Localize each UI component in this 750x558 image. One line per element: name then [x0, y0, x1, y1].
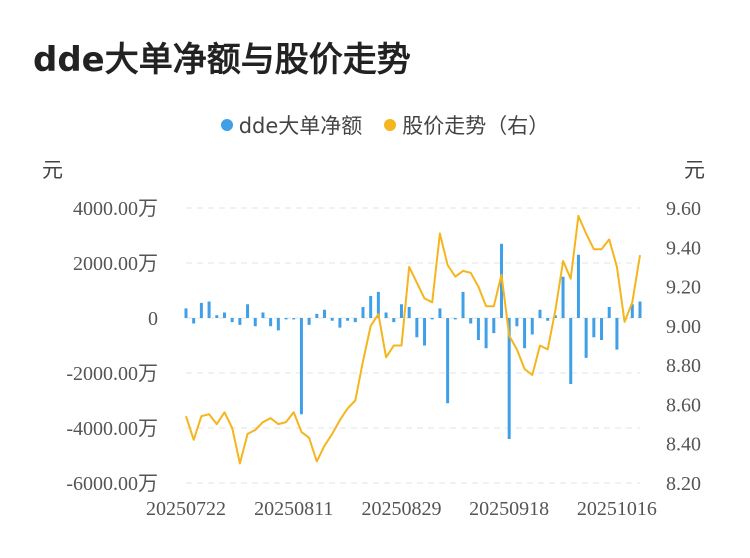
legend-dot-price — [384, 119, 397, 131]
dde-bar — [523, 318, 527, 349]
dde-bar — [253, 318, 257, 327]
dde-bar — [238, 318, 242, 325]
dde-bar — [353, 318, 357, 323]
right-tick-label: 9.20 — [666, 277, 701, 299]
dde-bar — [546, 318, 550, 321]
dde-bar — [438, 308, 442, 318]
dde-bar — [453, 318, 457, 320]
dde-bar — [376, 291, 380, 318]
dde-bar — [369, 296, 373, 318]
x-tick-label: 20250811 — [254, 498, 333, 520]
right-tick-label: 8.20 — [666, 473, 701, 495]
dde-bar — [615, 318, 619, 350]
chart-title: dde大单净额与股价走势 — [33, 40, 411, 80]
right-tick-label: 8.60 — [666, 394, 701, 416]
dde-bar — [461, 291, 465, 318]
dde-bar — [184, 308, 188, 318]
dde-bar — [407, 307, 411, 318]
x-tick-label: 20251016 — [577, 498, 657, 520]
dde-bar — [515, 318, 519, 327]
dde-bar — [384, 312, 388, 318]
dde-bar — [276, 318, 280, 331]
dde-bar — [507, 318, 511, 439]
dde-bar — [361, 307, 365, 318]
dde-bar — [569, 318, 573, 384]
dde-bar — [530, 318, 534, 335]
dde-bar — [199, 302, 203, 318]
x-tick-label: 20250829 — [361, 498, 441, 520]
dde-bar — [607, 307, 611, 318]
right-tick-label: 8.80 — [666, 355, 701, 377]
dde-bar — [576, 254, 580, 318]
left-tick-label: 2000.00万 — [73, 253, 158, 275]
right-axis-unit: 元 — [684, 158, 705, 182]
legend-label-dde: dde大单净额 — [238, 114, 363, 138]
x-tick-label: 20250722 — [146, 498, 226, 520]
dde-bar — [638, 301, 642, 318]
dde-bar — [469, 318, 473, 324]
dde-bar — [476, 318, 480, 340]
dde-bar — [284, 318, 288, 320]
right-tick-label: 9.60 — [666, 198, 701, 220]
dde-bar — [415, 318, 419, 338]
dde-bar — [299, 318, 303, 415]
left-tick-label: 0 — [148, 308, 158, 330]
left-tick-label: 4000.00万 — [73, 198, 158, 220]
dde-bar — [553, 315, 557, 318]
right-tick-label: 9.40 — [666, 237, 701, 259]
dde-bar — [538, 309, 542, 318]
dde-bar — [600, 318, 604, 340]
dde-bar — [261, 312, 265, 318]
dde-bar — [269, 318, 273, 327]
dde-bar — [430, 318, 434, 320]
left-tick-label: -4000.00万 — [66, 418, 158, 440]
left-tick-label: -2000.00万 — [66, 363, 158, 385]
dde-bar — [215, 315, 219, 318]
x-tick-label: 20250918 — [469, 498, 549, 520]
dde-bar — [392, 318, 396, 323]
dde-bar — [346, 318, 350, 321]
price-line-group — [185, 214, 641, 465]
dde-bar — [484, 318, 488, 349]
dde-bar — [338, 318, 342, 328]
legend-item-dde[interactable]: dde大单净额 — [220, 110, 363, 140]
x-axis-ticks: 20250722 20250811 20250829 20250918 20251016 — [146, 498, 657, 520]
dde-bar — [561, 276, 565, 318]
left-tick-label: -6000.00万 — [66, 473, 158, 495]
dde-bar — [592, 318, 596, 338]
legend-label-price: 股价走势（右） — [402, 114, 550, 138]
legend-dot-dde — [220, 119, 233, 131]
dde-bar — [584, 318, 588, 358]
dde-bar — [315, 313, 319, 318]
left-axis-unit: 元 — [42, 158, 63, 182]
dde-bar — [230, 318, 234, 323]
dde-bar — [323, 309, 327, 318]
right-axis-ticks: 9.60 9.40 9.20 9.00 8.80 8.60 8.40 8.20 — [666, 198, 701, 495]
left-axis-ticks: 4000.00万 2000.00万 0 -2000.00万 -4000.00万 -6000… — [66, 198, 158, 495]
dde-bar — [307, 318, 311, 325]
dde-bar — [292, 318, 296, 320]
dde-bar — [492, 318, 496, 334]
dde-bar — [399, 304, 403, 318]
dde-bar — [246, 304, 250, 318]
legend: dde大单净额 股价走势（右） — [0, 110, 750, 140]
dde-bar — [207, 301, 211, 318]
legend-item-price[interactable]: 股价走势（右） — [384, 110, 549, 140]
dde-bar — [446, 318, 450, 404]
dde-bar — [222, 312, 226, 318]
dde-bar — [330, 318, 334, 321]
right-tick-label: 9.00 — [666, 316, 701, 338]
dde-bar — [423, 318, 427, 346]
right-tick-label: 8.40 — [666, 434, 701, 456]
dde-bar — [192, 318, 196, 324]
dde-bar — [630, 304, 634, 318]
price-line — [185, 214, 641, 465]
